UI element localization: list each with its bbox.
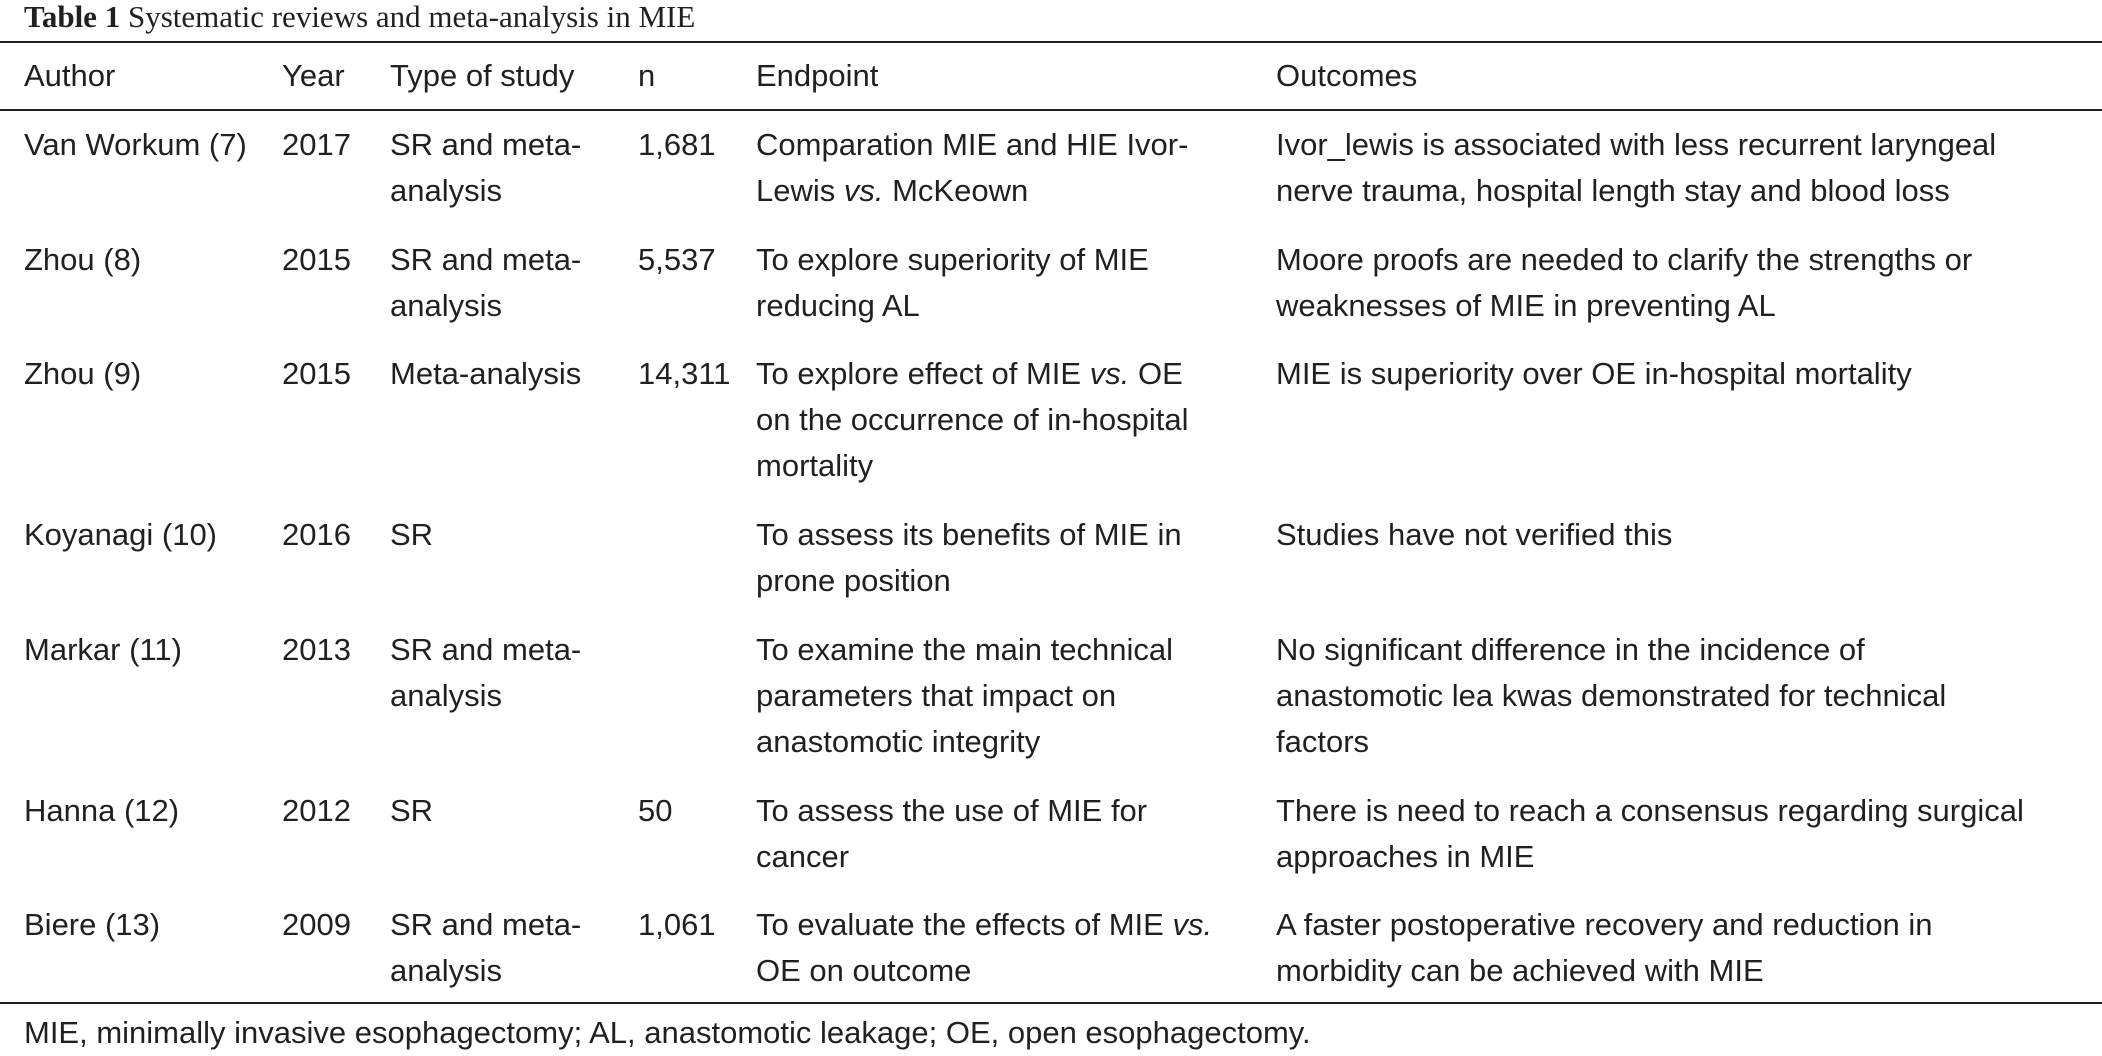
- endpoint-line: parameters that impact on: [756, 678, 1117, 713]
- table-row-n: 50: [638, 793, 673, 828]
- top-rule: [0, 41, 2102, 43]
- endpoint-text: McKeown: [883, 173, 1029, 208]
- table-caption: Table 1 Systematic reviews and meta-anal…: [24, 0, 695, 34]
- outcome-line: MIE is superiority over OE in-hospital m…: [1276, 356, 1912, 391]
- endpoint-line: prone position: [756, 563, 951, 598]
- table-row-endpoint: To assess the use of MIE for cancer: [756, 788, 1147, 880]
- table-row-type: SR and meta-analysis: [390, 627, 581, 719]
- header-n: n: [638, 58, 656, 93]
- endpoint-text: Lewis: [756, 173, 844, 208]
- table-row-outcomes: Studies have not verified this: [1276, 512, 1672, 558]
- table-row-outcomes: There is need to reach a consensus regar…: [1276, 788, 2024, 880]
- header-rule: [0, 109, 2102, 111]
- type-line: analysis: [390, 953, 502, 988]
- bottom-rule: [0, 1002, 2102, 1004]
- table-label: Table 1: [24, 0, 121, 34]
- table-row-year: 2013: [282, 632, 351, 667]
- outcome-line: A faster postoperative recovery and redu…: [1276, 907, 1933, 942]
- table-row-outcomes: MIE is superiority over OE in-hospital m…: [1276, 351, 1912, 397]
- endpoint-line: on the occurrence of in-hospital: [756, 402, 1189, 437]
- table-row-n: 14,311: [638, 356, 731, 391]
- outcome-line: factors: [1276, 724, 1370, 759]
- outcome-line: anastomotic lea kwas demonstrated for te…: [1276, 678, 1947, 713]
- header-year: Year: [282, 58, 345, 93]
- table-row-author: Koyanagi (10): [24, 517, 218, 552]
- table-row-endpoint: To explore superiority of MIE reducing AL: [756, 237, 1149, 329]
- table-row-author: Hanna (12): [24, 793, 180, 828]
- endpoint-italic: vs.: [1089, 356, 1130, 391]
- table-title: Systematic reviews and meta-analysis in …: [127, 0, 696, 34]
- endpoint-line: mortality: [756, 448, 874, 483]
- table-row-outcomes: No significant difference in the inciden…: [1276, 627, 1946, 765]
- table-row-author: Biere (13): [24, 907, 161, 942]
- outcome-line: Studies have not verified this: [1276, 517, 1673, 552]
- endpoint-line: To assess its benefits of MIE in: [756, 517, 1182, 552]
- endpoint-line: cancer: [756, 839, 850, 874]
- endpoint-text: OE: [1129, 356, 1183, 391]
- outcome-line: morbidity can be achieved with MIE: [1276, 953, 1764, 988]
- table-row-year: 2016: [282, 517, 351, 552]
- type-line: Meta-analysis: [390, 356, 582, 391]
- table-row-n: 1,681: [638, 127, 716, 162]
- table-footnote: MIE, minimally invasive esophagectomy; A…: [24, 1015, 1311, 1050]
- type-line: SR and meta-: [390, 907, 582, 942]
- endpoint-line: Comparation MIE and HIE Ivor-: [756, 127, 1189, 162]
- type-line: analysis: [390, 288, 502, 323]
- endpoint-line: To examine the main technical: [756, 632, 1174, 667]
- endpoint-italic: vs.: [1172, 907, 1213, 942]
- table-row-year: 2012: [282, 793, 351, 828]
- table-row-type: SR and meta-analysis: [390, 122, 581, 214]
- type-line: SR and meta-: [390, 127, 582, 162]
- endpoint-line: To assess the use of MIE for: [756, 793, 1148, 828]
- table-row-type: SR and meta-analysis: [390, 902, 581, 994]
- header-type: Type of study: [390, 58, 575, 93]
- table-row-type: SR: [390, 788, 433, 834]
- endpoint-text: To explore effect of MIE: [756, 356, 1090, 391]
- table-row-author: Markar (11): [24, 632, 182, 667]
- table-row-endpoint: To examine the main technical parameters …: [756, 627, 1173, 765]
- table-row-type: Meta-analysis: [390, 351, 581, 397]
- table-row-author: Van Workum (7): [24, 127, 247, 162]
- endpoint-line: reducing AL: [756, 288, 920, 323]
- type-line: SR: [390, 517, 434, 552]
- outcome-line: There is need to reach a consensus regar…: [1276, 793, 2024, 828]
- type-line: SR and meta-: [390, 242, 582, 277]
- table-row-outcomes: Moore proofs are needed to clarify the s…: [1276, 237, 1972, 329]
- outcome-line: Moore proofs are needed to clarify the s…: [1276, 242, 1973, 277]
- endpoint-line: OE on outcome: [756, 953, 972, 988]
- table-row-type: SR: [390, 512, 433, 558]
- table-row-outcomes: A faster postoperative recovery and redu…: [1276, 902, 1933, 994]
- table-row-year: 2015: [282, 356, 351, 391]
- header-endpoint: Endpoint: [756, 58, 879, 93]
- table-row-endpoint: To explore effect of MIE vs. OE on the oc…: [756, 351, 1189, 489]
- outcome-line: approaches in MIE: [1276, 839, 1535, 874]
- header-author: Author: [24, 58, 116, 93]
- type-line: analysis: [390, 678, 502, 713]
- table-row-year: 2015: [282, 242, 351, 277]
- header-outcomes: Outcomes: [1276, 58, 1418, 93]
- endpoint-text: To evaluate the effects of MIE: [756, 907, 1173, 942]
- endpoint-italic: vs.: [843, 173, 884, 208]
- outcome-line: No significant difference in the inciden…: [1276, 632, 1865, 667]
- table-row-n: 1,061: [638, 907, 716, 942]
- table-row-type: SR and meta-analysis: [390, 237, 581, 329]
- endpoint-line: anastomotic integrity: [756, 724, 1041, 759]
- table-row-endpoint: To evaluate the effects of MIE vs. OE on …: [756, 902, 1212, 994]
- table-row-author: Zhou (9): [24, 356, 142, 391]
- type-line: analysis: [390, 173, 502, 208]
- table-row-year: 2017: [282, 127, 351, 162]
- table-row-author: Zhou (8): [24, 242, 142, 277]
- table-row-endpoint: Comparation MIE and HIE Ivor- Lewis vs. M…: [756, 122, 1188, 214]
- type-line: SR and meta-: [390, 632, 582, 667]
- outcome-line: Ivor_lewis is associated with less recur…: [1276, 127, 1997, 162]
- table-row-year: 2009: [282, 907, 351, 942]
- outcome-line: nerve trauma, hospital length stay and b…: [1276, 173, 1950, 208]
- endpoint-line: To explore superiority of MIE: [756, 242, 1149, 277]
- outcome-line: weaknesses of MIE in preventing AL: [1276, 288, 1776, 323]
- table-row-endpoint: To assess its benefits of MIE in prone po…: [756, 512, 1182, 604]
- table-row-outcomes: Ivor_lewis is associated with less recur…: [1276, 122, 1996, 214]
- table-row-n: 5,537: [638, 242, 716, 277]
- type-line: SR: [390, 793, 434, 828]
